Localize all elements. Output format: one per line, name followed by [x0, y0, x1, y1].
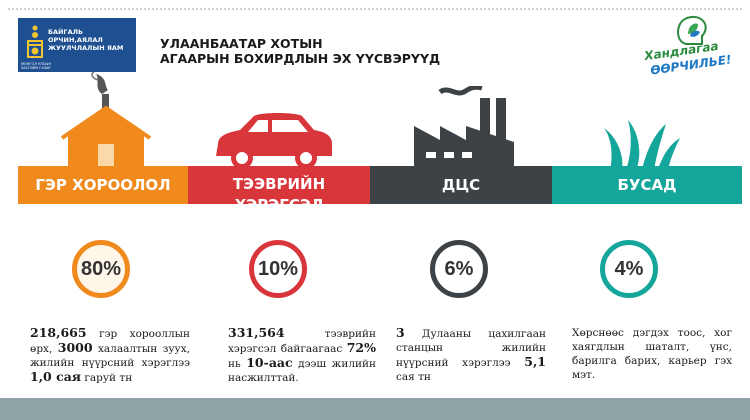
- desc-text: гаруй тн: [81, 372, 133, 384]
- description-power-plant: 3 Дулааны цахилгаан станцын жилийн нүүрс…: [396, 326, 546, 384]
- description-ger-district: 218,665 гэр хорооллын өрх, 3000 халаалты…: [30, 326, 190, 385]
- bottom-bar: [0, 398, 750, 420]
- ministry-name-line2: ОРЧИН,АЯЛАЛ: [48, 36, 103, 44]
- percent-vehicles: 10%: [249, 240, 307, 298]
- car-icon: [216, 113, 332, 169]
- desc-number: 10-аас: [246, 355, 293, 370]
- desc-number: 3: [396, 325, 405, 340]
- factory-icon: [414, 86, 514, 168]
- ministry-name-line1: БАЙГАЛЬ: [48, 28, 83, 36]
- desc-text: халаалтын зуух, жилийн нүүрсний хэрэглээ: [30, 343, 190, 369]
- category-other: БУСАД: [552, 166, 742, 204]
- desc-number: 72%: [346, 340, 376, 355]
- grass-icon: [604, 120, 680, 170]
- desc-text: сая тн: [396, 371, 431, 383]
- category-vehicles: ТЭЭВРИЙН ХЭРЭГСЭЛ: [188, 166, 370, 204]
- government-caption: МОНГОЛ УЛСЫН ЗАСГИЙН ГАЗАР: [21, 62, 51, 70]
- category-power-plant: ДЦС: [370, 166, 552, 204]
- desc-number: 1,0 сая: [30, 369, 82, 384]
- desc-number: 3000: [57, 340, 93, 355]
- ministry-name: БАЙГАЛЬ ОРЧИН,АЯЛАЛ ЖУУЛЧЛАЛЫН ЯАМ: [48, 28, 134, 52]
- category-ger-district: ГЭР ХОРООЛОЛ: [18, 166, 188, 204]
- ministry-logo: БАЙГАЛЬ ОРЧИН,АЯЛАЛ ЖУУЛЧЛАЛЫН ЯАМ МОНГО…: [18, 18, 136, 72]
- desc-number: 5,1: [524, 354, 546, 369]
- desc-text: Дулааны цахилгаан станцын жилийн нүүрсни…: [396, 328, 546, 369]
- ger-icon: [60, 72, 152, 168]
- top-dotted-border: [8, 8, 742, 10]
- page-title-line2: АГААРЫН БОХИРДЛЫН ЭХ ҮҮСВЭРҮҮД: [160, 51, 441, 66]
- description-vehicles: 331,564 тээврийн хэрэгсэл байгаагаас 72%…: [228, 326, 376, 385]
- desc-text: дээш жилийн насжилттай.: [228, 358, 376, 384]
- page-title: УЛААНБААТАР ХОТЫН АГААРЫН БОХИРДЛЫН ЭХ Ү…: [160, 36, 520, 66]
- desc-number: 218,665: [30, 325, 87, 340]
- percent-ger-district: 80%: [72, 240, 130, 298]
- desc-text: тээврийн хэрэгсэл байгаагаас: [228, 328, 376, 355]
- head-leaf-icon: [677, 16, 707, 45]
- ministry-name-line3: ЖУУЛЧЛАЛЫН ЯАМ: [48, 44, 124, 52]
- soyombo-emblem-icon: [27, 25, 43, 58]
- page-title-line1: УЛААНБААТАР ХОТЫН: [160, 36, 323, 51]
- campaign-logo: Хандлагаа ӨӨРЧИЛЬЕ!: [638, 14, 738, 78]
- desc-text: нь: [228, 358, 247, 370]
- percent-other: 4%: [600, 240, 658, 298]
- percent-power-plant: 6%: [430, 240, 488, 298]
- desc-text: Хөрснөөс дэгдэх тоос, хог хаягдлын шатал…: [572, 327, 732, 381]
- desc-number: 331,564: [228, 325, 285, 340]
- desc-text: гэр хорооллын өрх,: [30, 328, 190, 355]
- description-other: Хөрснөөс дэгдэх тоос, хог хаягдлын шатал…: [572, 326, 732, 382]
